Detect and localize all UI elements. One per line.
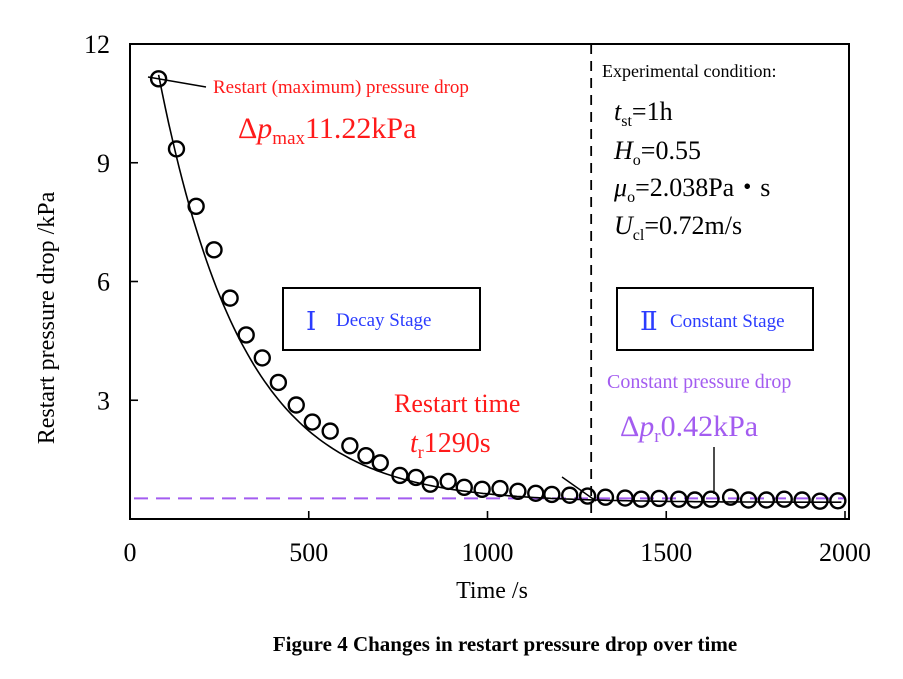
data-point xyxy=(391,466,409,485)
x-tick-label: 0 xyxy=(124,538,137,567)
decay-stage-box xyxy=(282,287,481,351)
data-point xyxy=(455,478,473,497)
condition-tst: tst=1h xyxy=(614,97,673,130)
decay-stage-label: Decay Stage xyxy=(336,310,431,331)
figure-caption: Figure 4 Changes in restart pressure dro… xyxy=(273,632,737,656)
data-point xyxy=(596,488,615,506)
data-point xyxy=(702,490,720,508)
data-point xyxy=(473,480,491,499)
data-point xyxy=(561,486,579,504)
condition-muo: μo=2.038Pa・s xyxy=(613,173,770,206)
axis-ticks: 0 500 1000 1500 2000 3 6 9 12 xyxy=(84,30,871,567)
data-point xyxy=(287,396,305,414)
data-point xyxy=(829,492,847,510)
data-point xyxy=(221,289,239,307)
data-point xyxy=(269,373,288,392)
max-pointer-line xyxy=(147,76,207,88)
data-point xyxy=(321,422,339,440)
y-tick-label: 3 xyxy=(97,386,110,415)
y-tick-label: 6 xyxy=(97,268,110,297)
constant-stage-numeral: Ⅱ xyxy=(640,307,658,336)
max-pressure-label: Restart (maximum) pressure drop xyxy=(213,77,469,98)
data-point xyxy=(509,482,527,500)
data-point xyxy=(632,490,650,508)
data-point xyxy=(491,479,509,498)
data-point xyxy=(149,70,168,88)
data-point xyxy=(237,326,255,344)
data-point xyxy=(303,413,322,431)
data-point xyxy=(167,140,186,158)
x-tick-label: 1500 xyxy=(640,538,692,567)
data-point xyxy=(721,488,740,506)
data-point xyxy=(793,491,811,509)
data-point xyxy=(341,437,359,455)
data-points xyxy=(149,70,847,510)
data-point xyxy=(757,491,776,509)
x-tick-label: 1000 xyxy=(462,538,514,567)
data-point xyxy=(371,454,389,472)
condition-ucl: Ucl=0.72m/s xyxy=(614,211,742,244)
data-point xyxy=(686,491,704,509)
data-point xyxy=(357,446,375,465)
constant-stage-label: Constant Stage xyxy=(670,311,785,332)
data-point xyxy=(543,485,561,504)
max-pressure-value: Δpmax11.22kPa xyxy=(238,112,416,149)
condition-title: Experimental condition: xyxy=(602,61,776,81)
y-tick-label: 12 xyxy=(84,30,110,59)
data-point xyxy=(205,241,223,259)
data-point xyxy=(253,349,271,367)
data-point xyxy=(439,472,457,491)
data-point xyxy=(407,468,425,487)
constant-pressure-value: Δpr0.42kPa xyxy=(620,410,758,447)
constant-stage-box xyxy=(616,287,814,351)
y-axis-label: Restart pressure drop /kPa xyxy=(34,191,60,444)
y-tick-label: 9 xyxy=(97,149,110,178)
condition-ho: Ho=0.55 xyxy=(613,136,701,169)
decay-stage-numeral: Ⅰ xyxy=(306,307,316,336)
data-point xyxy=(739,491,758,509)
data-point xyxy=(775,490,793,508)
restart-time-label: Restart time xyxy=(394,389,520,418)
x-tick-label: 500 xyxy=(289,538,328,567)
restart-pointer-line xyxy=(561,476,597,502)
data-point xyxy=(811,492,829,510)
data-point xyxy=(578,487,597,505)
data-point xyxy=(650,489,668,508)
x-tick-label: 2000 xyxy=(819,538,871,567)
x-axis-label: Time /s xyxy=(456,578,528,604)
constant-pressure-label: Constant pressure drop xyxy=(607,371,791,393)
data-point xyxy=(421,475,439,493)
restart-time-value: tr1290s xyxy=(410,428,491,462)
data-point xyxy=(187,197,205,215)
